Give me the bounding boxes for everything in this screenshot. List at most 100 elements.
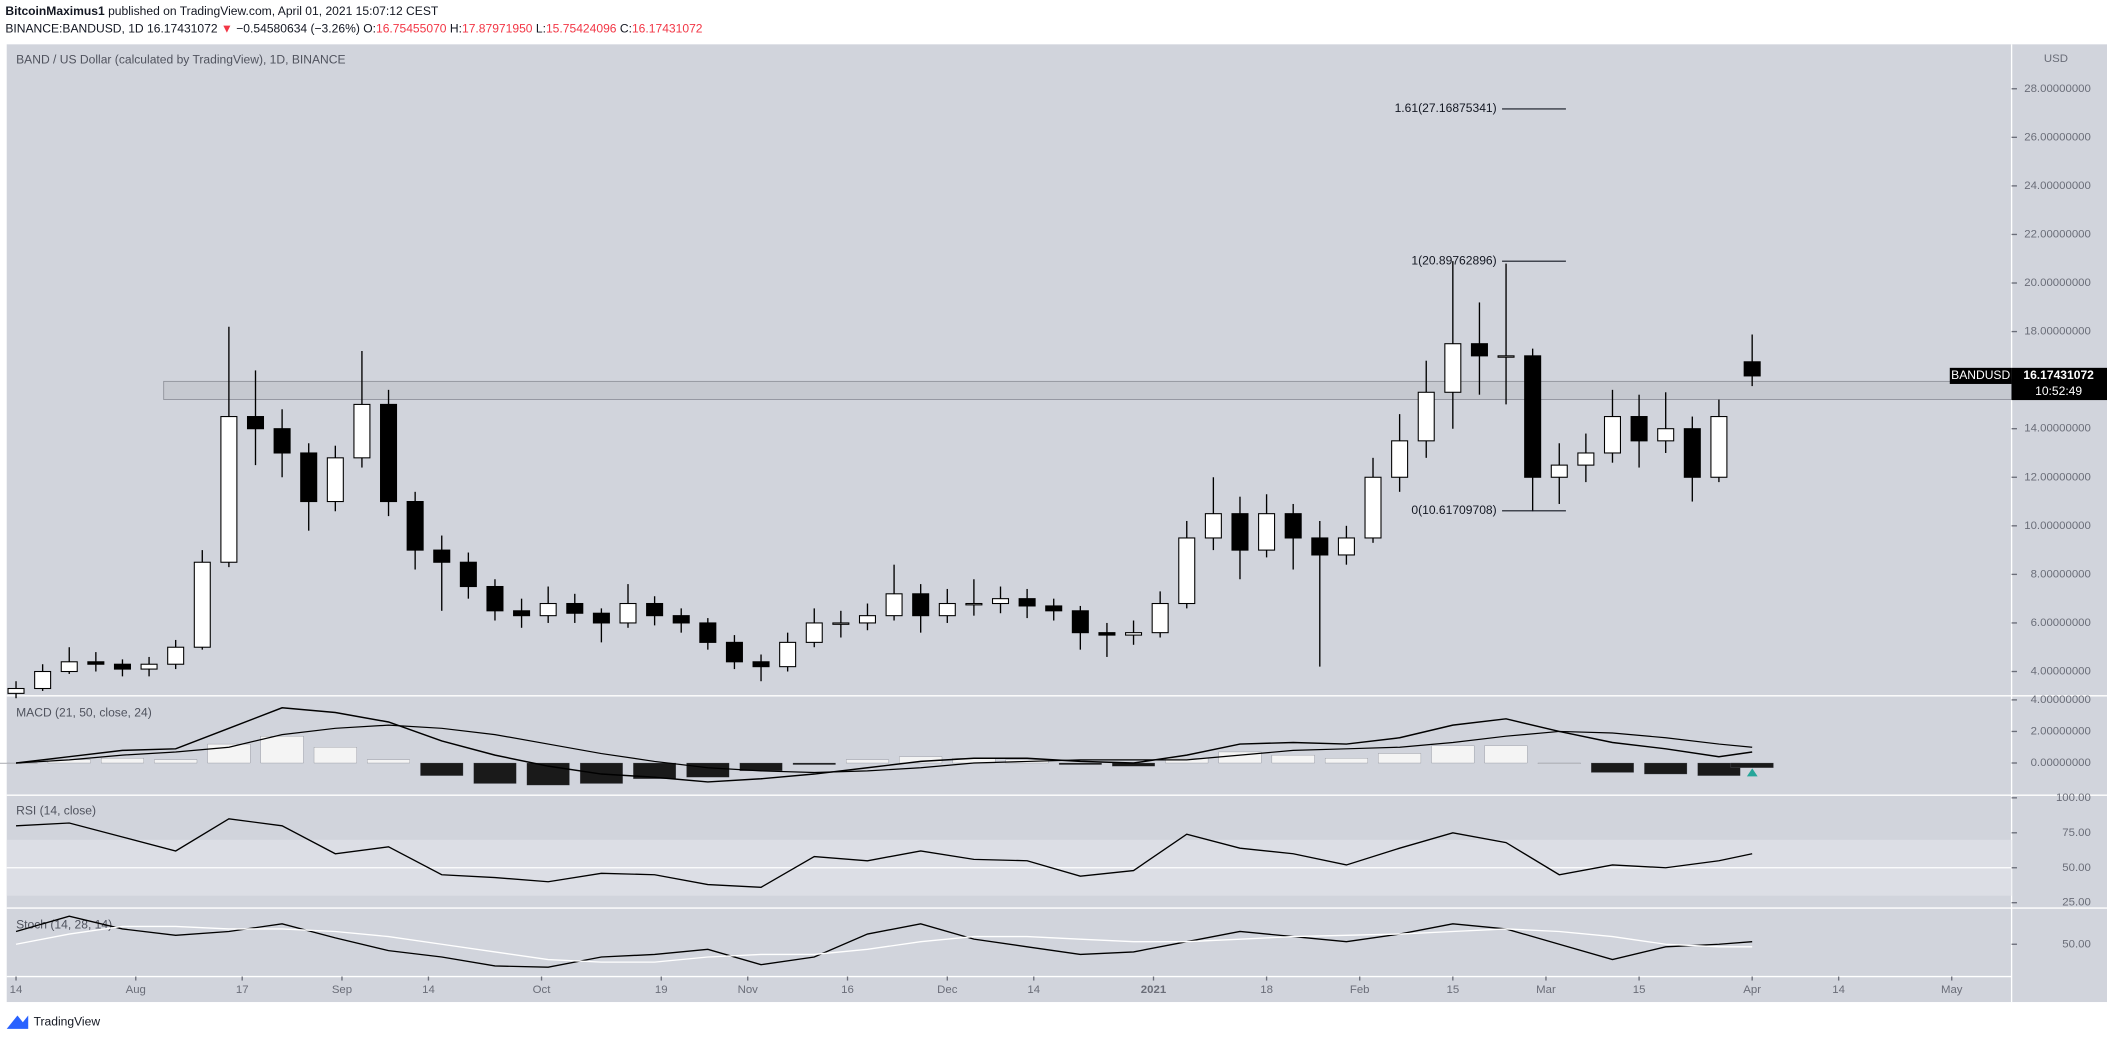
candle-body [1125, 632, 1143, 636]
candle-body [1337, 537, 1355, 556]
candle-body [1603, 416, 1622, 454]
symbol-tag-label: BANDUSD [1951, 368, 2010, 382]
candle-body [912, 593, 930, 617]
fib-label: 1.61(27.16875341) [1395, 101, 1497, 115]
candle-body [1524, 355, 1542, 478]
macd-histogram-bar [1378, 753, 1422, 764]
macd-histogram-bar [1484, 745, 1528, 764]
resistance-zone [163, 380, 2012, 400]
x-tick-label: Oct [533, 984, 552, 996]
macd-histogram-bar [846, 759, 889, 764]
y-tick-label: 75.00 [2062, 827, 2091, 839]
change-arrow: ▼ [221, 22, 233, 36]
y-tick-label: 25.00 [2062, 897, 2091, 909]
candle-body [1071, 610, 1089, 634]
ohlc-value: 17.87971950 [462, 22, 533, 36]
macd-histogram-bar [792, 762, 836, 765]
brand: TradingView [34, 1014, 101, 1028]
last-price: 16.17431072 [147, 22, 218, 36]
candle-body [938, 602, 956, 617]
ohlc-label: H: [450, 22, 462, 36]
candle-body [619, 602, 637, 624]
candle-body [459, 561, 477, 588]
y-tick-label: 6.00000000 [2031, 617, 2091, 629]
footer-logo: TradingView [6, 1014, 101, 1029]
y-axis-label: USD [2044, 53, 2068, 65]
candle-body [167, 646, 185, 665]
x-tick-label: 14 [10, 984, 23, 996]
macd-histogram-bar [1058, 762, 1102, 765]
header-line-1: BitcoinMaximus1 published on TradingView… [5, 4, 439, 18]
y-tick-label: 4.00000000 [2031, 694, 2091, 706]
candle-body [7, 687, 25, 694]
ohlc-label: O: [363, 22, 376, 36]
symbol-tag [1949, 367, 2012, 384]
candle-body [672, 615, 690, 624]
macd-histogram-bar [313, 747, 357, 764]
candle-body [1710, 416, 1728, 478]
y-tick-label: 26.00000000 [2024, 131, 2091, 143]
x-tick-label: 14 [1027, 984, 1040, 996]
x-tick-label: May [1941, 984, 1963, 996]
candle-body [246, 416, 265, 430]
candle-body [140, 663, 158, 670]
macd-histogram-bar [420, 762, 464, 776]
price-tag [2011, 367, 2107, 401]
ohlc-value: 16.75455070 [376, 22, 447, 36]
candle-body [991, 598, 1010, 605]
macd-histogram-bar [633, 762, 677, 779]
y-tick-label: 100.00 [2056, 792, 2091, 804]
x-tick-label: 16 [841, 984, 854, 996]
macd-histogram-bar [1271, 754, 1315, 764]
x-tick-label: 14 [1832, 984, 1845, 996]
candle-body [1630, 416, 1648, 442]
y-tick-label: 28.00000000 [2024, 83, 2091, 95]
candle-body [752, 661, 770, 668]
candle-body [326, 457, 344, 503]
y-tick-label: 0.00000000 [2031, 757, 2091, 769]
macd-histogram-bar [1431, 745, 1475, 764]
x-tick-label: Sep [332, 984, 352, 996]
candle-body [1231, 513, 1249, 551]
ohlc-value: 15.75424096 [546, 22, 617, 36]
candle-body [539, 602, 557, 617]
macd-histogram-bar [1730, 762, 1774, 768]
x-tick-label: Aug [126, 984, 146, 996]
ohlc-label: L: [536, 22, 546, 36]
candle-body [193, 561, 211, 648]
candle-body [220, 416, 238, 563]
macd-histogram-bar [473, 762, 517, 784]
y-tick-label: 24.00000000 [2024, 180, 2091, 192]
macd-histogram-bar [579, 762, 623, 784]
candle-body [699, 622, 717, 643]
macd-histogram-bar [154, 759, 198, 764]
macd-line [15, 707, 1753, 783]
x-tick-label: 17 [236, 984, 249, 996]
pane-title: MACD (21, 50, close, 24) [16, 705, 152, 719]
y-tick-label: 10.00000000 [2024, 520, 2091, 532]
y-tick-label: 50.00 [2062, 862, 2091, 874]
y-tick-label: 8.00000000 [2031, 568, 2091, 580]
candle-body [1391, 440, 1409, 478]
fib-label: 1(20.89762896) [1411, 253, 1496, 267]
candle-body [87, 661, 105, 665]
candle-body [1178, 537, 1196, 605]
price-tag-label: 16.17431072 [2023, 368, 2094, 382]
indicator-line [15, 818, 1753, 889]
candle-body [805, 622, 823, 643]
candle-body [353, 403, 371, 459]
logo-icon [6, 1015, 29, 1029]
x-tick-label: Dec [937, 984, 958, 996]
x-tick-label: 18 [1260, 984, 1273, 996]
y-tick-label: 14.00000000 [2024, 423, 2091, 435]
macd-histogram-bar [367, 759, 410, 764]
header-line-2: BINANCE:BANDUSD, 1D 16.17431072 ▼ −0.545… [5, 22, 702, 36]
macd-histogram-bar [1537, 762, 1581, 764]
author: BitcoinMaximus1 [5, 4, 105, 18]
candle-body [1018, 598, 1036, 607]
candle-body [34, 670, 52, 690]
candle-body [1311, 537, 1329, 556]
candle-body [1657, 428, 1675, 442]
candle-body [1284, 513, 1302, 539]
